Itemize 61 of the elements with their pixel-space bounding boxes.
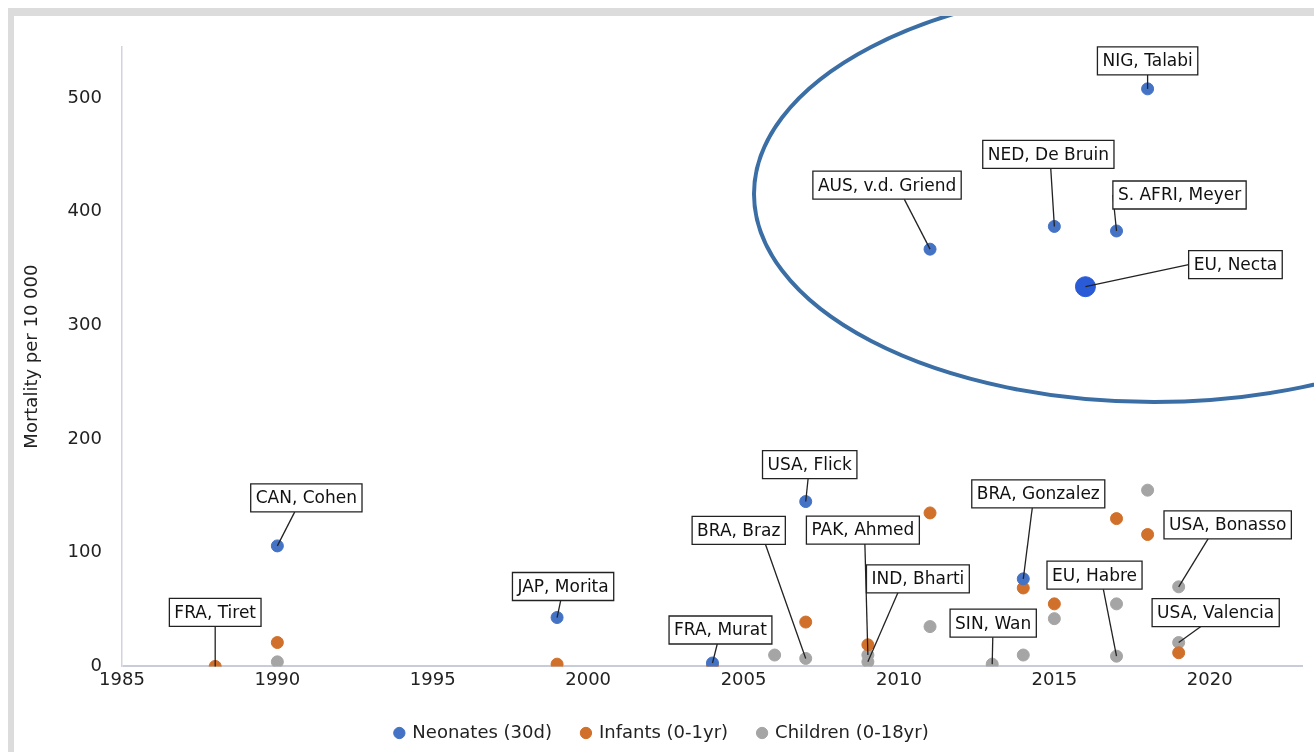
point: [799, 495, 813, 509]
point: [270, 636, 284, 650]
annotation: S. AFRI, Meyer: [1117, 184, 1242, 205]
legend-label: Children (0-18yr): [775, 720, 929, 742]
point: [1110, 597, 1124, 611]
annotation: IND, Bharti: [871, 568, 965, 589]
point: [923, 506, 937, 520]
point: [1047, 612, 1061, 626]
annotation: PAK, Ahmed: [811, 519, 915, 540]
annotation: CAN, Cohen: [255, 487, 358, 508]
x-tick-label: 2015: [1031, 667, 1078, 689]
point: [1172, 646, 1186, 660]
x-tick-label: 2005: [720, 667, 767, 689]
x-tick-label: 2000: [565, 667, 612, 689]
point: [270, 655, 284, 667]
point: [1172, 580, 1186, 594]
legend-label: Neonates (30d): [412, 720, 552, 742]
x-tick-label: 1995: [409, 667, 456, 689]
annotation: FRA, Murat: [674, 619, 768, 640]
point: [1110, 224, 1124, 238]
point: [923, 620, 937, 634]
x-tick-label: 2020: [1186, 667, 1233, 689]
point: [799, 651, 813, 665]
y-tick-label: 500: [67, 85, 102, 107]
point: [1110, 649, 1124, 663]
point: [1047, 597, 1061, 611]
y-tick-label: 100: [67, 540, 102, 562]
annotation: EU, Necta: [1193, 254, 1278, 275]
annotation: AUS, v.d. Griend: [817, 174, 957, 195]
point: [1110, 512, 1124, 526]
x-tick-label: 2010: [876, 667, 922, 689]
annotation: EU, Habre: [1051, 564, 1138, 585]
point: [550, 611, 564, 625]
point: [768, 648, 782, 662]
point: [1047, 219, 1061, 233]
annotation: BRA, Gonzalez: [976, 483, 1100, 504]
y-tick-label: 0: [90, 654, 102, 676]
annotation: USA, Flick: [767, 453, 853, 474]
y-tick-label: 200: [67, 426, 102, 448]
annotation: NIG, Talabi: [1102, 50, 1193, 71]
point: [1141, 528, 1155, 542]
annotation: BRA, Braz: [697, 519, 781, 540]
y-tick-label: 300: [67, 313, 102, 335]
x-tick-label: 1990: [254, 667, 301, 689]
y-tick-label: 400: [67, 199, 102, 221]
legend-label: Infants (0-1yr): [598, 720, 729, 742]
point: [799, 615, 813, 629]
point: [1141, 483, 1155, 497]
annotation: USA, Bonasso: [1169, 514, 1287, 535]
annotation: JAP, Morita: [516, 575, 609, 596]
y-axis-title: Mortality per 10 000: [20, 264, 42, 449]
point: [1141, 82, 1155, 96]
annotation: SIN, Wan: [955, 612, 1032, 633]
annotation: FRA, Tiret: [174, 601, 257, 622]
annotation: USA, Valencia: [1157, 601, 1275, 622]
point: [923, 242, 937, 256]
point: [270, 539, 284, 553]
point: [1074, 276, 1096, 298]
point: [1016, 572, 1030, 586]
point: [1016, 648, 1030, 662]
annotation: NED, De Bruin: [987, 143, 1109, 164]
